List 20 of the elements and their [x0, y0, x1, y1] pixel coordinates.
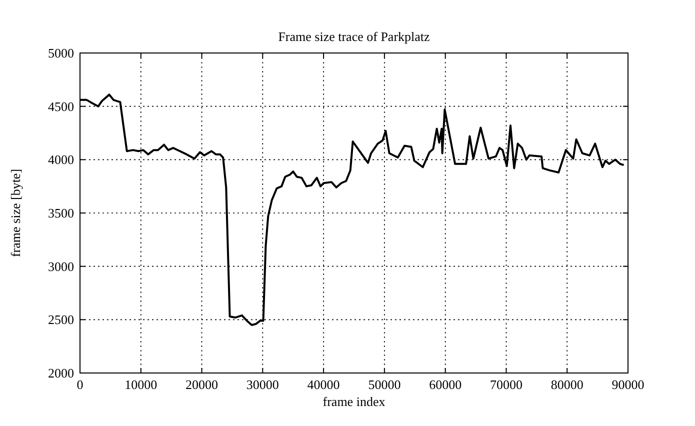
x-tick-label: 70000: [490, 377, 522, 392]
x-tick-label: 80000: [550, 377, 584, 392]
x-tick-label: 0: [76, 377, 84, 392]
y-tick-label: 4000: [48, 152, 74, 168]
y-tick-label: 2000: [48, 366, 74, 380]
x-tick-label: 30000: [246, 377, 279, 392]
x-tick-label: 20000: [186, 377, 218, 392]
y-axis-title: frame size [byte]: [8, 168, 23, 258]
y-tick-label: 2500: [48, 312, 74, 328]
y-tick-label: 4500: [48, 98, 74, 114]
chart-title: Frame size trace of Parkplatz: [278, 29, 430, 44]
x-tick-label: 40000: [307, 377, 340, 392]
x-tick-label: 50000: [368, 377, 401, 392]
x-tick-label: 60000: [429, 377, 462, 392]
y-tick-label: 5000: [48, 46, 74, 60]
x-tick-label: 10000: [124, 377, 158, 392]
y-tick-label: 3500: [48, 206, 74, 220]
x-axis-title: frame index: [322, 394, 386, 409]
x-tick-label: 90000: [612, 377, 644, 392]
y-tick-label: 3000: [48, 258, 74, 274]
